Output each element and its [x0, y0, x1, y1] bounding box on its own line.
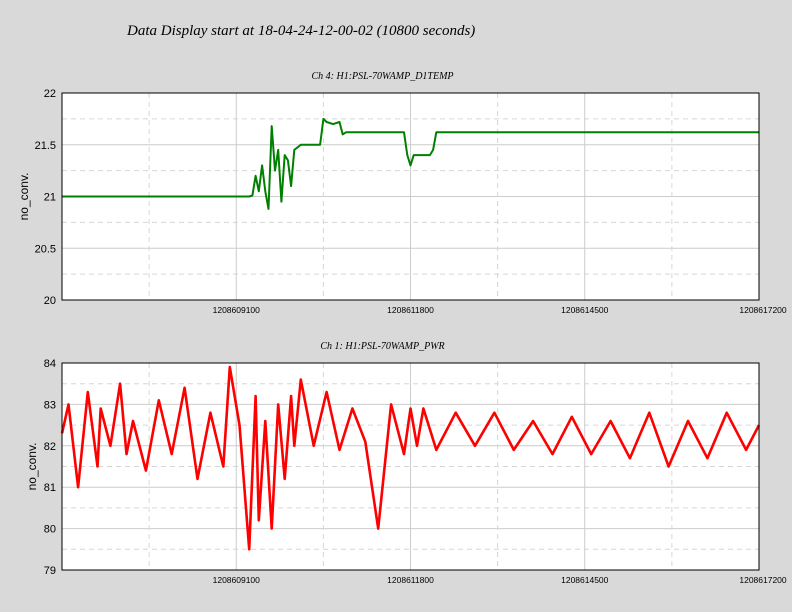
y-tick-label: 20.5 — [35, 243, 56, 255]
x-tick-label: 1208611800 — [387, 305, 434, 315]
y-tick-label: 81 — [44, 482, 56, 494]
panel-title: Ch 1: H1:PSL-70WAMP_PWR — [320, 341, 444, 352]
x-tick-label: 1208609100 — [213, 575, 261, 585]
y-tick-label: 21.5 — [35, 140, 56, 152]
y-tick-label: 83 — [44, 399, 56, 411]
x-tick-label: 1208611800 — [387, 575, 434, 585]
x-tick-label: 1208617200 — [739, 305, 787, 315]
plot-frame — [61, 362, 760, 571]
y-tick-label: 21 — [44, 192, 56, 204]
x-tick-label: 1208614500 — [561, 305, 609, 315]
series-line — [60, 365, 761, 551]
y-tick-label: 82 — [44, 441, 56, 453]
y-axis-label: no_conv. — [17, 173, 31, 221]
y-tick-label: 22 — [44, 88, 56, 100]
panel-title: Ch 4: H1:PSL-70WAMP_D1TEMP — [311, 71, 453, 82]
page-title: Data Display start at 18-04-24-12-00-02 … — [127, 23, 476, 39]
x-tick-label: 1208609100 — [213, 305, 261, 315]
y-axis-label: no_conv. — [25, 443, 39, 491]
y-tick-label: 79 — [44, 565, 56, 577]
y-tick-label: 84 — [44, 358, 56, 370]
x-tick-label: 1208614500 — [561, 575, 609, 585]
y-tick-label: 20 — [44, 295, 56, 307]
x-tick-label: 1208617200 — [739, 575, 787, 585]
series-line — [62, 117, 759, 210]
y-tick-label: 80 — [44, 524, 56, 536]
plot-frame — [61, 92, 760, 301]
